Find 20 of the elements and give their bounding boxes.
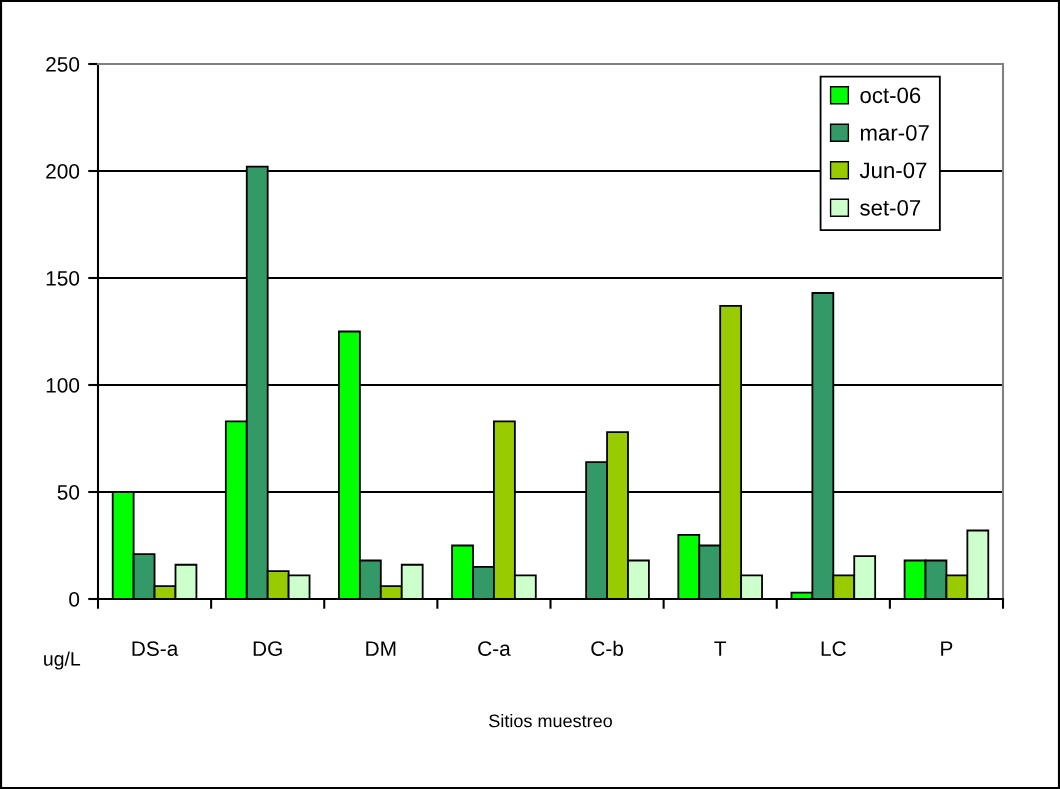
y-tick-label: 200 [46, 164, 80, 179]
x-tick-label: C-b [591, 640, 623, 656]
legend-label: mar-07 [860, 124, 929, 141]
x-axis-title: Sitios muestreo [489, 714, 612, 728]
y-tick-label: 100 [46, 378, 80, 393]
legend-label: oct-06 [860, 87, 921, 104]
x-tick-label: C-a [478, 641, 511, 656]
legend-label: Jun-07 [859, 162, 927, 179]
y-tick-label: 0 [69, 592, 80, 607]
x-tick-label: T [714, 641, 727, 656]
y-tick-label: 250 [46, 57, 80, 72]
x-tick-label: DG [253, 641, 282, 656]
x-tick-label: DM [366, 641, 396, 656]
x-tick-label: DS-a [132, 641, 179, 656]
legend-label: set-07 [860, 199, 921, 216]
x-tick-label: LC [821, 641, 846, 656]
y-tick-label: 150 [46, 271, 80, 286]
y-axis-title: ug/L [44, 651, 81, 670]
y-tick-label: 50 [57, 485, 80, 500]
x-tick-label: P [941, 641, 953, 656]
